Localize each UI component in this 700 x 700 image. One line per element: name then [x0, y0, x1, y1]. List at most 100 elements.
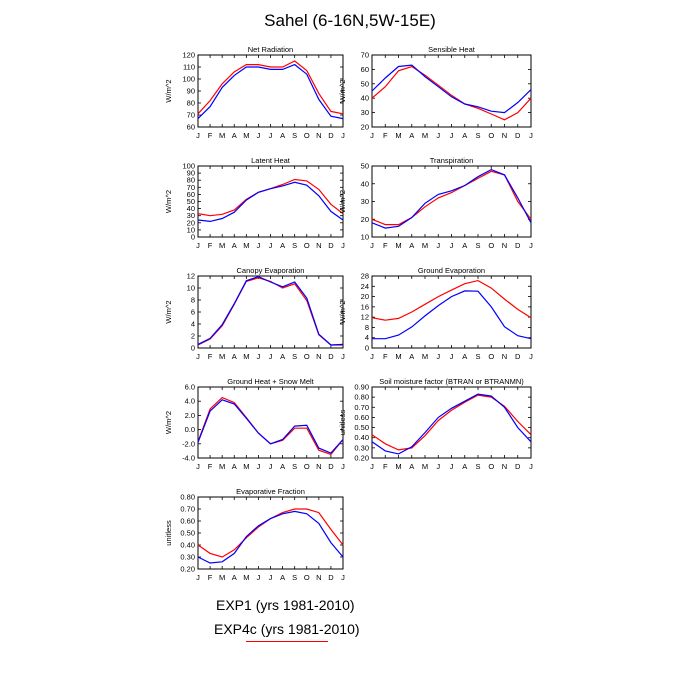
- x-tick-label: D: [328, 352, 334, 361]
- x-tick-label: J: [529, 131, 533, 140]
- y-tick-label: 8: [365, 323, 369, 332]
- x-tick-label: F: [383, 131, 388, 140]
- y-tick-label: 4: [365, 333, 369, 342]
- x-tick-label: A: [409, 241, 414, 250]
- y-tick-label: 8: [191, 296, 195, 305]
- x-tick-label: S: [475, 241, 480, 250]
- series-line-exp1: [197, 399, 344, 454]
- y-tick-label: 40: [187, 204, 195, 213]
- x-tick-label: N: [316, 352, 321, 361]
- y-tick-label: 50: [187, 197, 195, 206]
- y-tick-label: 80: [187, 99, 195, 108]
- y-tick-label: 40: [361, 94, 369, 103]
- y-tick-label: 4: [191, 320, 195, 329]
- y-tick-label: 0.60: [180, 517, 195, 526]
- x-tick-label: J: [341, 462, 345, 471]
- y-tick-label: 0.40: [354, 433, 369, 442]
- y-tick-label: 60: [187, 123, 195, 132]
- plot-frame: [371, 54, 532, 128]
- x-tick-label: J: [450, 241, 454, 250]
- legend-exp1-label: EXP1 (yrs 1981-2010): [216, 597, 355, 613]
- x-tick-label: A: [232, 352, 237, 361]
- x-tick-label: A: [280, 131, 285, 140]
- y-tick-label: 16: [361, 302, 369, 311]
- x-tick-label: J: [196, 131, 200, 140]
- series-line-exp4c: [371, 279, 532, 321]
- x-tick-label: S: [292, 131, 297, 140]
- x-tick-label: D: [515, 462, 521, 471]
- x-tick-label: M: [243, 352, 249, 361]
- x-tick-label: J: [370, 462, 374, 471]
- chart-panel: Ground Heat + Snow Melt -4.0 -2.0 0.0 2.0 4.0…: [164, 377, 345, 471]
- x-tick-label: J: [196, 462, 200, 471]
- x-tick-label: A: [232, 131, 237, 140]
- series-line-exp1: [197, 275, 344, 346]
- y-axis-label: W/m^2: [338, 79, 347, 102]
- x-tick-label: F: [383, 462, 388, 471]
- y-tick-label: 12: [187, 272, 195, 281]
- panel-title: Net Radiation: [248, 45, 293, 54]
- y-tick-label: 30: [361, 197, 369, 206]
- y-axis-label: W/m^2: [164, 411, 173, 434]
- x-tick-label: J: [269, 241, 273, 250]
- plot-frame: [371, 275, 532, 349]
- x-tick-label: A: [409, 462, 414, 471]
- x-tick-label: J: [341, 131, 345, 140]
- y-tick-label: 24: [361, 282, 369, 291]
- x-tick-label: J: [341, 573, 345, 582]
- x-tick-label: S: [475, 131, 480, 140]
- x-tick-label: J: [370, 241, 374, 250]
- x-tick-label: N: [316, 241, 321, 250]
- y-tick-label: 90: [187, 169, 195, 178]
- x-tick-label: A: [232, 462, 237, 471]
- y-axis-label: W/m^2: [164, 300, 173, 323]
- x-tick-label: M: [219, 462, 225, 471]
- x-tick-label: D: [515, 352, 521, 361]
- series-line-exp4c: [197, 277, 343, 346]
- x-tick-label: A: [280, 462, 285, 471]
- y-tick-label: 4.0: [185, 397, 195, 406]
- series-line-exp4c: [371, 65, 532, 121]
- x-tick-label: A: [462, 352, 467, 361]
- y-axis-label: unitless: [338, 410, 347, 436]
- x-tick-label: J: [257, 462, 261, 471]
- y-tick-label: 12: [361, 313, 369, 322]
- y-axis-label: unitless: [164, 520, 173, 546]
- series-line-exp1: [197, 181, 344, 223]
- x-tick-label: A: [462, 241, 467, 250]
- y-tick-label: 0.80: [354, 393, 369, 402]
- x-tick-label: A: [232, 573, 237, 582]
- y-tick-label: 40: [361, 179, 369, 188]
- y-tick-label: 0: [191, 233, 195, 242]
- x-tick-label: F: [208, 462, 213, 471]
- y-tick-label: 10: [187, 284, 195, 293]
- x-tick-label: O: [488, 131, 494, 140]
- x-tick-label: N: [502, 352, 507, 361]
- x-tick-label: J: [436, 352, 440, 361]
- x-tick-label: M: [395, 241, 401, 250]
- x-tick-label: J: [450, 462, 454, 471]
- y-tick-label: 2: [191, 332, 195, 341]
- x-tick-label: M: [422, 131, 428, 140]
- x-tick-label: A: [462, 462, 467, 471]
- y-tick-label: 28: [361, 272, 369, 281]
- x-tick-label: N: [502, 131, 507, 140]
- y-axis-label: W/m^2: [164, 190, 173, 213]
- y-tick-label: 0.30: [354, 443, 369, 452]
- x-tick-label: J: [529, 352, 533, 361]
- plot-frame: [197, 386, 344, 459]
- x-tick-label: J: [450, 131, 454, 140]
- x-tick-label: J: [436, 131, 440, 140]
- x-tick-label: J: [257, 352, 261, 361]
- series-line-exp4c: [197, 60, 344, 115]
- x-tick-label: N: [316, 573, 321, 582]
- x-tick-label: N: [502, 241, 507, 250]
- x-tick-label: A: [280, 352, 285, 361]
- chart-panel: Soil moisture factor (BTRAN or BTRANMN) 0…: [338, 377, 533, 471]
- x-tick-label: J: [529, 241, 533, 250]
- y-tick-label: 0.70: [354, 403, 369, 412]
- x-tick-label: O: [304, 573, 310, 582]
